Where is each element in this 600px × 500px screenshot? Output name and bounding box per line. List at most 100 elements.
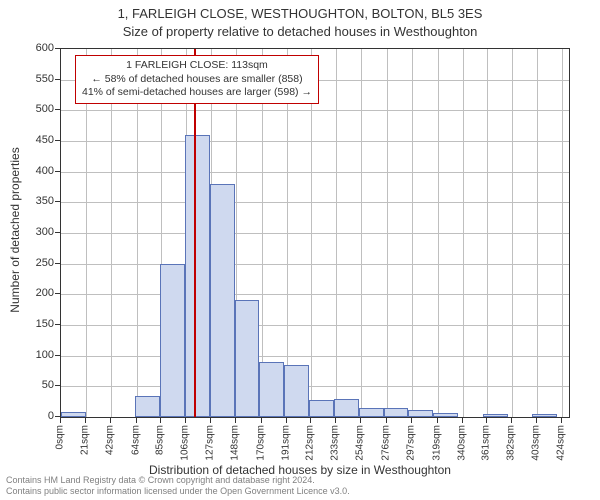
title-line-2: Size of property relative to detached ho…	[0, 24, 600, 39]
x-tick-label: 340sqm	[456, 425, 467, 461]
histogram-bar	[135, 396, 160, 417]
gridline-v	[512, 49, 513, 417]
x-tick-mark	[310, 418, 311, 423]
x-tick-mark	[511, 418, 512, 423]
footer-line-1: Contains HM Land Registry data © Crown c…	[6, 475, 350, 485]
x-tick-mark	[261, 418, 262, 423]
x-tick-label: 170sqm	[255, 425, 266, 461]
y-tick-mark	[55, 171, 60, 172]
histogram-bar	[483, 414, 508, 417]
gridline-v	[537, 49, 538, 417]
histogram-bar	[185, 135, 210, 417]
gridline-v	[361, 49, 362, 417]
y-tick-mark	[55, 140, 60, 141]
histogram-bar	[284, 365, 309, 417]
y-tick-mark	[55, 385, 60, 386]
plot-area: 1 FARLEIGH CLOSE: 113sqm← 58% of detache…	[60, 48, 570, 418]
x-tick-mark	[561, 418, 562, 423]
gridline-v	[387, 49, 388, 417]
gridline-v	[487, 49, 488, 417]
histogram-bar	[433, 413, 458, 417]
gridline-v	[311, 49, 312, 417]
x-tick-label: 212sqm	[305, 425, 316, 461]
x-tick-label: 106sqm	[180, 425, 191, 461]
y-tick-mark	[55, 201, 60, 202]
histogram-bar	[359, 408, 384, 417]
y-tick-label: 500	[14, 103, 54, 115]
histogram-bar	[309, 400, 334, 417]
gridline-v	[137, 49, 138, 417]
y-tick-label: 250	[14, 257, 54, 269]
reference-marker-line	[194, 49, 196, 417]
x-tick-label: 254sqm	[355, 425, 366, 461]
x-tick-mark	[360, 418, 361, 423]
x-tick-label: 424sqm	[555, 425, 566, 461]
x-tick-mark	[486, 418, 487, 423]
histogram-bar	[334, 399, 359, 417]
y-tick-label: 350	[14, 195, 54, 207]
x-tick-mark	[437, 418, 438, 423]
y-tick-label: 150	[14, 318, 54, 330]
x-tick-mark	[335, 418, 336, 423]
histogram-bar	[532, 414, 557, 417]
gridline-v	[111, 49, 112, 417]
x-tick-mark	[411, 418, 412, 423]
gridline-v	[562, 49, 563, 417]
x-tick-mark	[60, 418, 61, 423]
annotation-line-2: ← 58% of detached houses are smaller (85…	[82, 73, 312, 87]
y-tick-mark	[55, 263, 60, 264]
x-tick-mark	[536, 418, 537, 423]
x-tick-mark	[185, 418, 186, 423]
gridline-v	[86, 49, 87, 417]
x-tick-label: 361sqm	[481, 425, 492, 461]
x-tick-label: 127sqm	[205, 425, 216, 461]
x-tick-mark	[210, 418, 211, 423]
x-tick-label: 276sqm	[381, 425, 392, 461]
y-tick-mark	[55, 48, 60, 49]
x-tick-mark	[160, 418, 161, 423]
histogram-bar	[384, 408, 409, 417]
gridline-v	[287, 49, 288, 417]
annotation-line-3: 41% of semi-detached houses are larger (…	[82, 86, 312, 100]
annotation-box: 1 FARLEIGH CLOSE: 113sqm← 58% of detache…	[75, 55, 319, 104]
histogram-bar	[259, 362, 284, 417]
y-tick-mark	[55, 293, 60, 294]
gridline-v	[336, 49, 337, 417]
gridline-v	[412, 49, 413, 417]
y-tick-label: 0	[14, 410, 54, 422]
x-tick-mark	[462, 418, 463, 423]
x-tick-mark	[85, 418, 86, 423]
y-tick-mark	[55, 324, 60, 325]
footer-line-2: Contains public sector information licen…	[6, 486, 350, 496]
y-tick-label: 450	[14, 134, 54, 146]
gridline-v	[463, 49, 464, 417]
x-tick-label: 21sqm	[79, 425, 90, 455]
y-tick-label: 600	[14, 42, 54, 54]
histogram-bar	[210, 184, 235, 417]
y-tick-label: 200	[14, 287, 54, 299]
x-tick-label: 148sqm	[229, 425, 240, 461]
y-tick-mark	[55, 109, 60, 110]
x-tick-label: 42sqm	[104, 425, 115, 455]
y-tick-label: 300	[14, 226, 54, 238]
y-tick-mark	[55, 416, 60, 417]
x-tick-mark	[386, 418, 387, 423]
x-tick-label: 191sqm	[280, 425, 291, 461]
x-tick-label: 0sqm	[55, 425, 66, 449]
y-tick-label: 400	[14, 165, 54, 177]
y-tick-label: 50	[14, 379, 54, 391]
histogram-bar	[235, 300, 260, 417]
x-tick-label: 233sqm	[330, 425, 341, 461]
gridline-v	[438, 49, 439, 417]
y-tick-label: 550	[14, 73, 54, 85]
attribution-footer: Contains HM Land Registry data © Crown c…	[6, 475, 350, 496]
x-tick-label: 403sqm	[531, 425, 542, 461]
x-tick-mark	[136, 418, 137, 423]
y-tick-mark	[55, 232, 60, 233]
x-tick-label: 319sqm	[431, 425, 442, 461]
chart-page: 1, FARLEIGH CLOSE, WESTHOUGHTON, BOLTON,…	[0, 0, 600, 500]
histogram-bar	[408, 410, 433, 417]
histogram-bar	[61, 412, 86, 417]
y-tick-mark	[55, 79, 60, 80]
title-line-1: 1, FARLEIGH CLOSE, WESTHOUGHTON, BOLTON,…	[0, 6, 600, 21]
